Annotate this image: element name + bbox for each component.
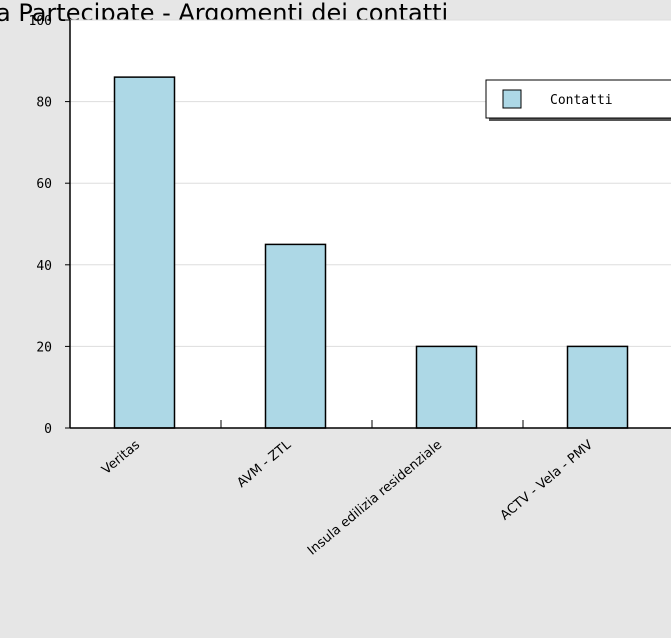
x-tick-label: Insula edilizia residenziale [305, 438, 445, 559]
bar [415, 345, 478, 429]
bar [264, 243, 327, 429]
legend-swatch [502, 89, 522, 109]
x-tick-label: Veritas [99, 437, 143, 477]
bar [566, 345, 629, 429]
bar [113, 76, 176, 429]
x-tick-label: AVM - ZTL [234, 437, 294, 491]
y-tick-label: 40 [36, 259, 52, 274]
y-tick-label: 20 [36, 340, 52, 355]
bars [113, 76, 629, 429]
legend: Contatti [485, 79, 671, 121]
y-tick-label: 80 [36, 96, 52, 111]
y-tick-label: 100 [29, 14, 52, 29]
x-tick-label: ACTV - Vela - PMV [498, 438, 597, 524]
y-tick-label: 0 [44, 422, 52, 437]
legend-label: Contatti [550, 93, 613, 108]
y-tick-label: 60 [36, 177, 52, 192]
